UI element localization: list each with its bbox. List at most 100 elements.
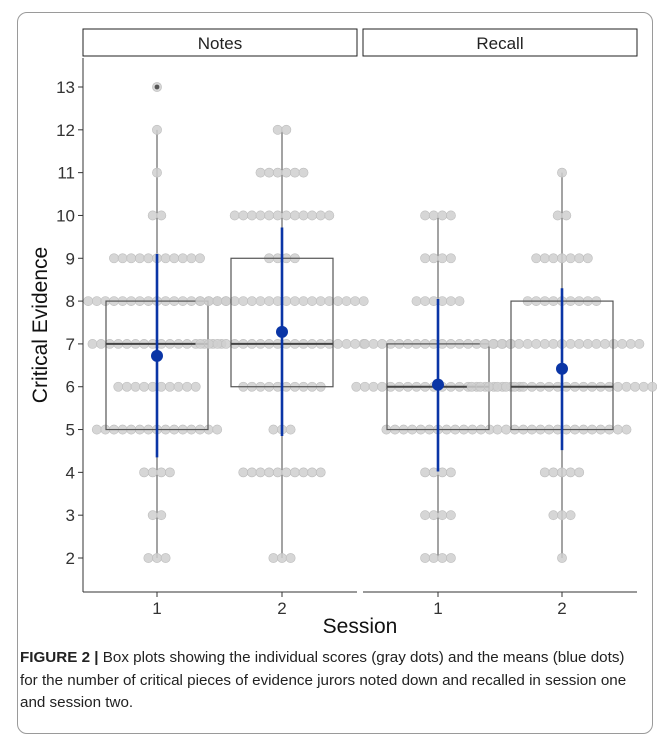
score-dot (238, 296, 249, 306)
score-dot (324, 210, 335, 221)
score-dot (437, 253, 448, 264)
score-dot (600, 339, 610, 349)
score-dot (143, 253, 154, 264)
score-dot (156, 467, 167, 478)
y-tick-label: 13 (56, 78, 75, 97)
y-tick-label: 6 (66, 378, 75, 397)
score-dot (488, 339, 499, 349)
score-dot (565, 467, 576, 478)
score-dot (160, 553, 171, 563)
score-dot (203, 339, 214, 349)
score-dot (445, 253, 456, 264)
score-dot (164, 467, 175, 478)
score-dot (501, 381, 511, 392)
score-dot (445, 467, 456, 478)
score-dot (539, 467, 550, 478)
score-dot (638, 381, 649, 392)
figure-caption: FIGURE 2 | Box plots showing the individ… (20, 647, 630, 715)
score-dot (466, 381, 477, 392)
mean-point (151, 349, 163, 362)
x-axis-title: Session (323, 615, 398, 638)
score-dot (548, 253, 559, 264)
score-dot (445, 553, 456, 563)
caption-text: Box plots showing the individual scores … (20, 649, 627, 711)
score-dot (130, 381, 141, 392)
score-dot (492, 381, 503, 392)
score-dot (420, 467, 430, 478)
score-dot (152, 124, 162, 135)
caption-separator: | (94, 649, 99, 666)
score-dot (341, 339, 352, 349)
score-dot (212, 296, 223, 306)
score-dot (122, 381, 132, 392)
score-dot (492, 424, 503, 435)
score-dot (169, 253, 180, 264)
score-dot (255, 167, 266, 178)
score-dot (264, 210, 274, 221)
score-dot (238, 210, 249, 221)
score-dot (152, 167, 162, 178)
score-dot (152, 553, 162, 563)
score-dot (557, 553, 567, 563)
score-dot (557, 167, 567, 178)
score-dot (139, 467, 149, 478)
y-tick-label: 11 (57, 164, 75, 183)
score-dot (229, 210, 240, 221)
score-dot (359, 339, 370, 349)
score-dot (156, 210, 167, 221)
score-dot (281, 467, 292, 478)
score-dot (212, 339, 223, 349)
score-dot (190, 381, 201, 392)
score-dot (445, 296, 456, 306)
score-dot (574, 339, 585, 349)
score-dot (539, 253, 550, 264)
score-dot (428, 553, 439, 563)
score-dot (272, 124, 283, 135)
score-dot (350, 339, 360, 349)
score-dot (315, 467, 326, 478)
score-dot (221, 296, 231, 306)
score-dot (522, 339, 533, 349)
score-dot (307, 467, 317, 478)
score-dot (173, 381, 184, 392)
mean-point (276, 325, 288, 338)
score-dot (350, 296, 360, 306)
score-dot (591, 339, 602, 349)
score-dot (582, 339, 593, 349)
score-dot (147, 510, 158, 521)
score-dot (298, 210, 309, 221)
score-dot (268, 424, 279, 435)
score-dot (332, 296, 343, 306)
score-dot (428, 210, 439, 221)
x-tick-label: 1 (433, 599, 442, 618)
panel-title: Recall (476, 34, 523, 53)
score-dot (255, 210, 266, 221)
score-dot (160, 253, 171, 264)
score-dot (368, 339, 379, 349)
x-tick-label: 2 (557, 599, 566, 618)
score-dot (272, 467, 283, 478)
figure-frame (17, 12, 653, 734)
score-dot (195, 339, 206, 349)
score-dot (613, 424, 623, 435)
score-dot (548, 339, 559, 349)
score-dot (113, 381, 124, 392)
score-dot (377, 339, 387, 349)
score-dot (420, 253, 430, 264)
y-tick-label: 5 (66, 421, 75, 440)
score-dot (289, 467, 300, 478)
score-dot (264, 467, 274, 478)
score-dot (420, 553, 430, 563)
score-dot (531, 339, 542, 349)
score-dot (246, 210, 257, 221)
score-dot (501, 424, 511, 435)
score-dot (454, 296, 465, 306)
score-dot (475, 381, 486, 392)
score-dot (621, 424, 632, 435)
score-dot (96, 339, 106, 349)
score-dot (557, 467, 567, 478)
score-dot (277, 553, 287, 563)
score-dot (332, 339, 343, 349)
score-dot (548, 510, 559, 521)
